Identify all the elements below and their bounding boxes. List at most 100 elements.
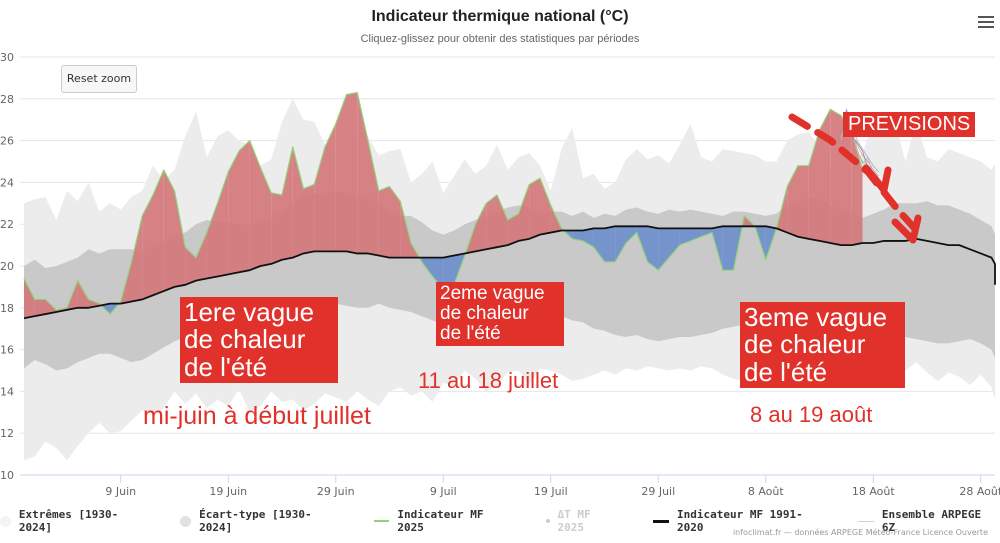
mf-normal-line: [23, 225, 996, 320]
wave1-line-1: 1ere vague: [184, 297, 315, 327]
x-tick-label: 29 Juil: [641, 485, 675, 498]
x-tick-label: 8 Août: [748, 485, 785, 498]
y-tick-label: 18: [0, 302, 14, 315]
wave2-line-3: de l'été: [440, 322, 501, 344]
y-tick-label: 20: [0, 260, 14, 273]
legend-line-icon: [857, 520, 874, 522]
x-tick-label: 18 Août: [852, 485, 896, 498]
anomaly-segment: [303, 184, 315, 254]
anomaly-segment: [239, 140, 250, 273]
x-tick-label: 9 Juin: [105, 485, 136, 498]
anomaly-segment: [432, 257, 444, 289]
x-tick-label: 9 Juil: [430, 485, 457, 498]
wave1-line-3: de l'été: [184, 351, 268, 382]
anomaly-segment: [658, 228, 669, 271]
anomaly-segment: [163, 169, 175, 292]
anomaly-segment: [228, 151, 239, 275]
legend-item-arpege[interactable]: Ensemble ARPEGE 6Z: [857, 508, 1000, 534]
anomaly-segment: [400, 201, 411, 258]
anomaly-segment: [357, 92, 368, 254]
anomaly-segment: [529, 178, 540, 239]
legend-dot-icon: [545, 519, 550, 523]
legend-label: Indicateur MF 2025: [397, 508, 484, 534]
anomaly-segment: [518, 184, 530, 241]
anomaly-segment: [421, 257, 433, 277]
wave2-line-1: 2eme vague: [440, 283, 545, 304]
anomaly-segment: [593, 228, 605, 262]
legend-line-icon: [653, 519, 669, 523]
legend-dot-icon: [0, 515, 11, 527]
y-tick-label: 28: [0, 93, 14, 106]
anomaly-segment: [830, 109, 841, 246]
y-tick-label: 24: [0, 176, 14, 189]
anomaly-segment: [378, 186, 390, 258]
anomaly-segment: [24, 278, 35, 319]
x-tick-label: 19 Juin: [209, 485, 247, 498]
x-axis: 9 Juin 19 Juin 29 Juin 9 Juil 19 Juil 29 Juil…: [20, 474, 1000, 498]
anomaly-segment: [153, 169, 164, 296]
anomaly-segment: [722, 226, 734, 271]
hamburger-menu-icon[interactable]: [978, 14, 994, 30]
anomaly-segment: [701, 228, 712, 237]
legend-label: Ensemble ARPEGE 6Z: [881, 508, 982, 534]
wave1-line-2: de chaleur: [184, 324, 306, 355]
x-tick-label: 29 Juin: [317, 485, 355, 498]
wave1-dates: mi-juin à début juillet: [143, 402, 371, 430]
anomaly-segment: [131, 215, 143, 302]
wave2-label-box: 2eme vague de chaleur de l'été: [436, 282, 564, 346]
anomaly-segment: [572, 230, 583, 241]
wave3-dates: 8 au 19 août: [750, 402, 873, 427]
anomaly-segment: [185, 247, 196, 285]
anomaly-segment: [486, 194, 497, 250]
y-tick-label: 26: [0, 135, 14, 148]
legend-item-mf-normal[interactable]: Indicateur MF 1991-2020: [653, 508, 828, 534]
legend-item-stddev[interactable]: Écart-type [1930-2024]: [180, 508, 343, 534]
anomaly-segment: [679, 228, 691, 246]
y-axis-labels: 10 12 14 16 18 20 22 24 26 28 30: [0, 51, 14, 482]
wave3-label-box: 3eme vague de chaleur de l'été: [740, 302, 905, 388]
anomaly-segment: [368, 140, 379, 256]
wave2-line-2: de chaleur: [440, 302, 529, 324]
anomaly-segment: [787, 165, 798, 237]
y-tick-label: 12: [0, 427, 14, 440]
wave3-line-3: de l'été: [744, 356, 828, 387]
anomaly-segment: [475, 203, 487, 252]
anomaly-segment: [819, 109, 831, 244]
credits-link[interactable]: infoclimat.fr — données ARPEGE Météo-Fra…: [732, 528, 988, 537]
legend-label: Indicateur MF 1991-2020: [676, 508, 803, 534]
y-tick-label: 10: [0, 469, 14, 482]
anomaly-segment: [325, 123, 336, 252]
ensemble-member-line: [840, 107, 879, 173]
legend: Extrêmes [1930-2024] Écart-type [1930-20…: [0, 508, 1000, 534]
anomaly-segment: [206, 203, 218, 279]
anomaly-segment: [443, 255, 454, 289]
arrow-head-icon: [862, 164, 892, 194]
legend-label: ΔT MF 2025: [557, 508, 591, 534]
legend-item-extremes[interactable]: Extrêmes [1930-2024]: [0, 508, 150, 534]
anomaly-segment: [271, 192, 282, 264]
reset-zoom-button[interactable]: Reset zoom: [61, 65, 137, 93]
chart-subtitle: Cliquez-glissez pour obtenir des statist…: [360, 33, 640, 45]
y-tick-label: 30: [0, 51, 14, 64]
anomaly-segment: [669, 228, 680, 258]
arrow-head-icon: [891, 214, 922, 244]
legend-label: Extrêmes [1930-2024]: [18, 508, 119, 534]
y-tick-label: 22: [0, 218, 14, 231]
legend-item-mf-2025[interactable]: Indicateur MF 2025: [373, 508, 516, 534]
anomaly-segment: [34, 299, 46, 317]
anomaly-segment: [314, 146, 325, 252]
anomaly-segment: [45, 299, 57, 315]
wave1-label-box: 1ere vague de chaleur de l'été: [180, 297, 338, 383]
legend-item-delta-t[interactable]: ΔT MF 2025: [545, 508, 624, 534]
anomaly-segment: [647, 226, 659, 271]
legend-dot-icon: [180, 515, 192, 527]
anomaly-segment: [497, 194, 508, 248]
x-tick-label: 28 Août: [959, 485, 1000, 498]
anomaly-segment: [346, 92, 358, 254]
x-tick-label: 19 Juil: [534, 485, 568, 498]
anomaly-segment: [389, 186, 401, 258]
anomaly-segment: [260, 167, 272, 266]
y-tick-label: 14: [0, 385, 14, 398]
anomaly-segment: [798, 165, 809, 239]
anomaly-segment: [583, 228, 594, 248]
